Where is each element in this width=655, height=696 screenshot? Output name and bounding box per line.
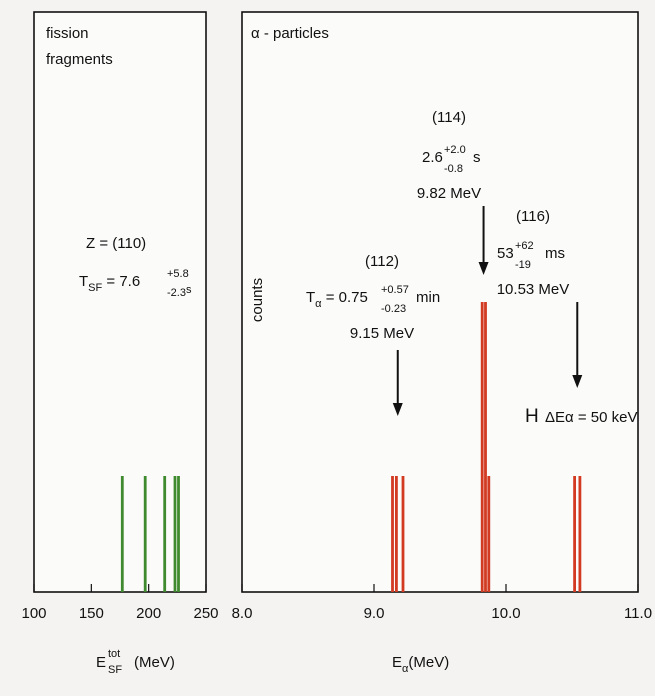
fission-bar-1 bbox=[143, 476, 147, 592]
fission-bar-2 bbox=[163, 476, 167, 592]
fission-half-life-subscript: SF bbox=[88, 282, 102, 294]
fission-z-label: Z = (110) bbox=[86, 235, 146, 252]
alpha-112-half-life-subscript: α bbox=[315, 298, 322, 310]
alpha-tick-label-1: 9.0 bbox=[364, 605, 385, 622]
alpha-114-label: (114) bbox=[432, 109, 466, 126]
alpha-x-axis-subscript: α bbox=[402, 663, 409, 675]
fission-x-axis-label: E bbox=[96, 654, 106, 671]
alpha-panel-label: α - particles bbox=[251, 25, 329, 42]
alpha-bar-1 bbox=[395, 476, 398, 592]
fission-tick-label-2: 200 bbox=[136, 605, 161, 622]
fission-half-life-unit: s bbox=[186, 284, 192, 296]
alpha-tick-label-0: 8.0 bbox=[232, 605, 253, 622]
alpha-112-energy: 9.15 MeV bbox=[350, 325, 414, 342]
alpha-bar-3 bbox=[480, 302, 484, 592]
alpha-112-half-life: Tα = 0.75 bbox=[306, 289, 368, 310]
fission-bar-4 bbox=[177, 476, 180, 592]
alpha-116-energy: 10.53 MeV bbox=[497, 281, 570, 298]
alpha-114-unit: s bbox=[473, 149, 481, 166]
alpha-x-axis-unit: (MeV) bbox=[408, 654, 449, 671]
resolution-symbol: H bbox=[525, 406, 539, 427]
alpha-bar-5 bbox=[487, 476, 491, 592]
fission-bar-0 bbox=[120, 476, 124, 592]
alpha-116-lower-error: -19 bbox=[515, 259, 531, 271]
fission-plot-frame bbox=[33, 11, 207, 593]
fission-tick-label-3: 250 bbox=[193, 605, 218, 622]
fission-bars bbox=[120, 476, 180, 592]
alpha-bar-2 bbox=[401, 476, 405, 592]
alpha-x-ticks: 8.0 9.0 10.0 11.0 bbox=[232, 584, 652, 622]
alpha-116-upper-error: +62 bbox=[515, 240, 534, 252]
fission-half-life-lower-error: -2.3s bbox=[167, 284, 192, 299]
alpha-bar-6 bbox=[573, 476, 576, 592]
fission-x-ticks: 100 150 200 250 bbox=[21, 584, 219, 622]
alpha-bars bbox=[391, 302, 582, 592]
alpha-panel: α - particles counts (112) Tα = 0.75 +0.… bbox=[232, 11, 652, 675]
alpha-arrow-head-1 bbox=[478, 262, 489, 275]
fission-x-axis-unit: (MeV) bbox=[134, 654, 175, 671]
fission-x-axis-sub: SF bbox=[108, 664, 122, 676]
alpha-112-upper-error: +0.57 bbox=[381, 284, 409, 296]
alpha-plot-frame bbox=[241, 11, 639, 593]
fission-panel: fission fragments Z = (110) TSF = 7.6 +5… bbox=[21, 11, 219, 676]
alpha-116-half-life: 53 bbox=[497, 245, 514, 262]
alpha-arrow-head-0 bbox=[392, 403, 403, 416]
fission-half-life-upper-error: +5.8 bbox=[167, 268, 189, 280]
alpha-y-axis-label: counts bbox=[249, 278, 266, 322]
alpha-arrow-head-2 bbox=[572, 375, 583, 388]
fission-tick-label-0: 100 bbox=[21, 605, 46, 622]
alpha-112-half-life-value: = 0.75 bbox=[322, 289, 368, 306]
fission-half-life: TSF = 7.6 bbox=[79, 273, 140, 294]
alpha-112-unit: min bbox=[416, 289, 440, 306]
alpha-116-label: (116) bbox=[516, 208, 550, 225]
alpha-tick-label-2: 10.0 bbox=[491, 605, 520, 622]
alpha-112-label: (112) bbox=[365, 253, 399, 270]
alpha-bar-4 bbox=[484, 302, 487, 592]
alpha-x-axis-label: Eα(MeV) bbox=[392, 654, 449, 675]
alpha-arrows bbox=[392, 206, 583, 416]
alpha-112-half-life-symbol: T bbox=[306, 289, 315, 306]
resolution-label: ΔEα = 50 keV bbox=[545, 409, 638, 426]
alpha-114-half-life: 2.6 bbox=[422, 149, 443, 166]
alpha-x-axis-symbol: E bbox=[392, 654, 402, 671]
alpha-112-lower-error: -0.23 bbox=[381, 303, 406, 315]
fission-bar-3 bbox=[173, 476, 177, 592]
fission-x-axis-symbol: E bbox=[96, 654, 106, 671]
alpha-114-lower-error: -0.8 bbox=[444, 163, 463, 175]
fission-panel-label-line1: fission bbox=[46, 25, 89, 42]
fission-half-life-value: = 7.6 bbox=[102, 273, 140, 290]
alpha-tick-label-3: 11.0 bbox=[624, 605, 652, 622]
alpha-bar-0 bbox=[391, 476, 394, 592]
fission-x-axis-sup: tot bbox=[108, 648, 120, 660]
fission-half-life-lower-value: -2.3 bbox=[167, 287, 186, 299]
alpha-bar-7 bbox=[578, 476, 582, 592]
fission-panel-label-line2: fragments bbox=[46, 51, 113, 68]
alpha-116-unit: ms bbox=[545, 245, 565, 262]
fission-tick-label-1: 150 bbox=[79, 605, 104, 622]
alpha-114-energy: 9.82 MeV bbox=[417, 185, 481, 202]
alpha-114-upper-error: +2.0 bbox=[444, 144, 466, 156]
fission-half-life-symbol: T bbox=[79, 273, 88, 290]
